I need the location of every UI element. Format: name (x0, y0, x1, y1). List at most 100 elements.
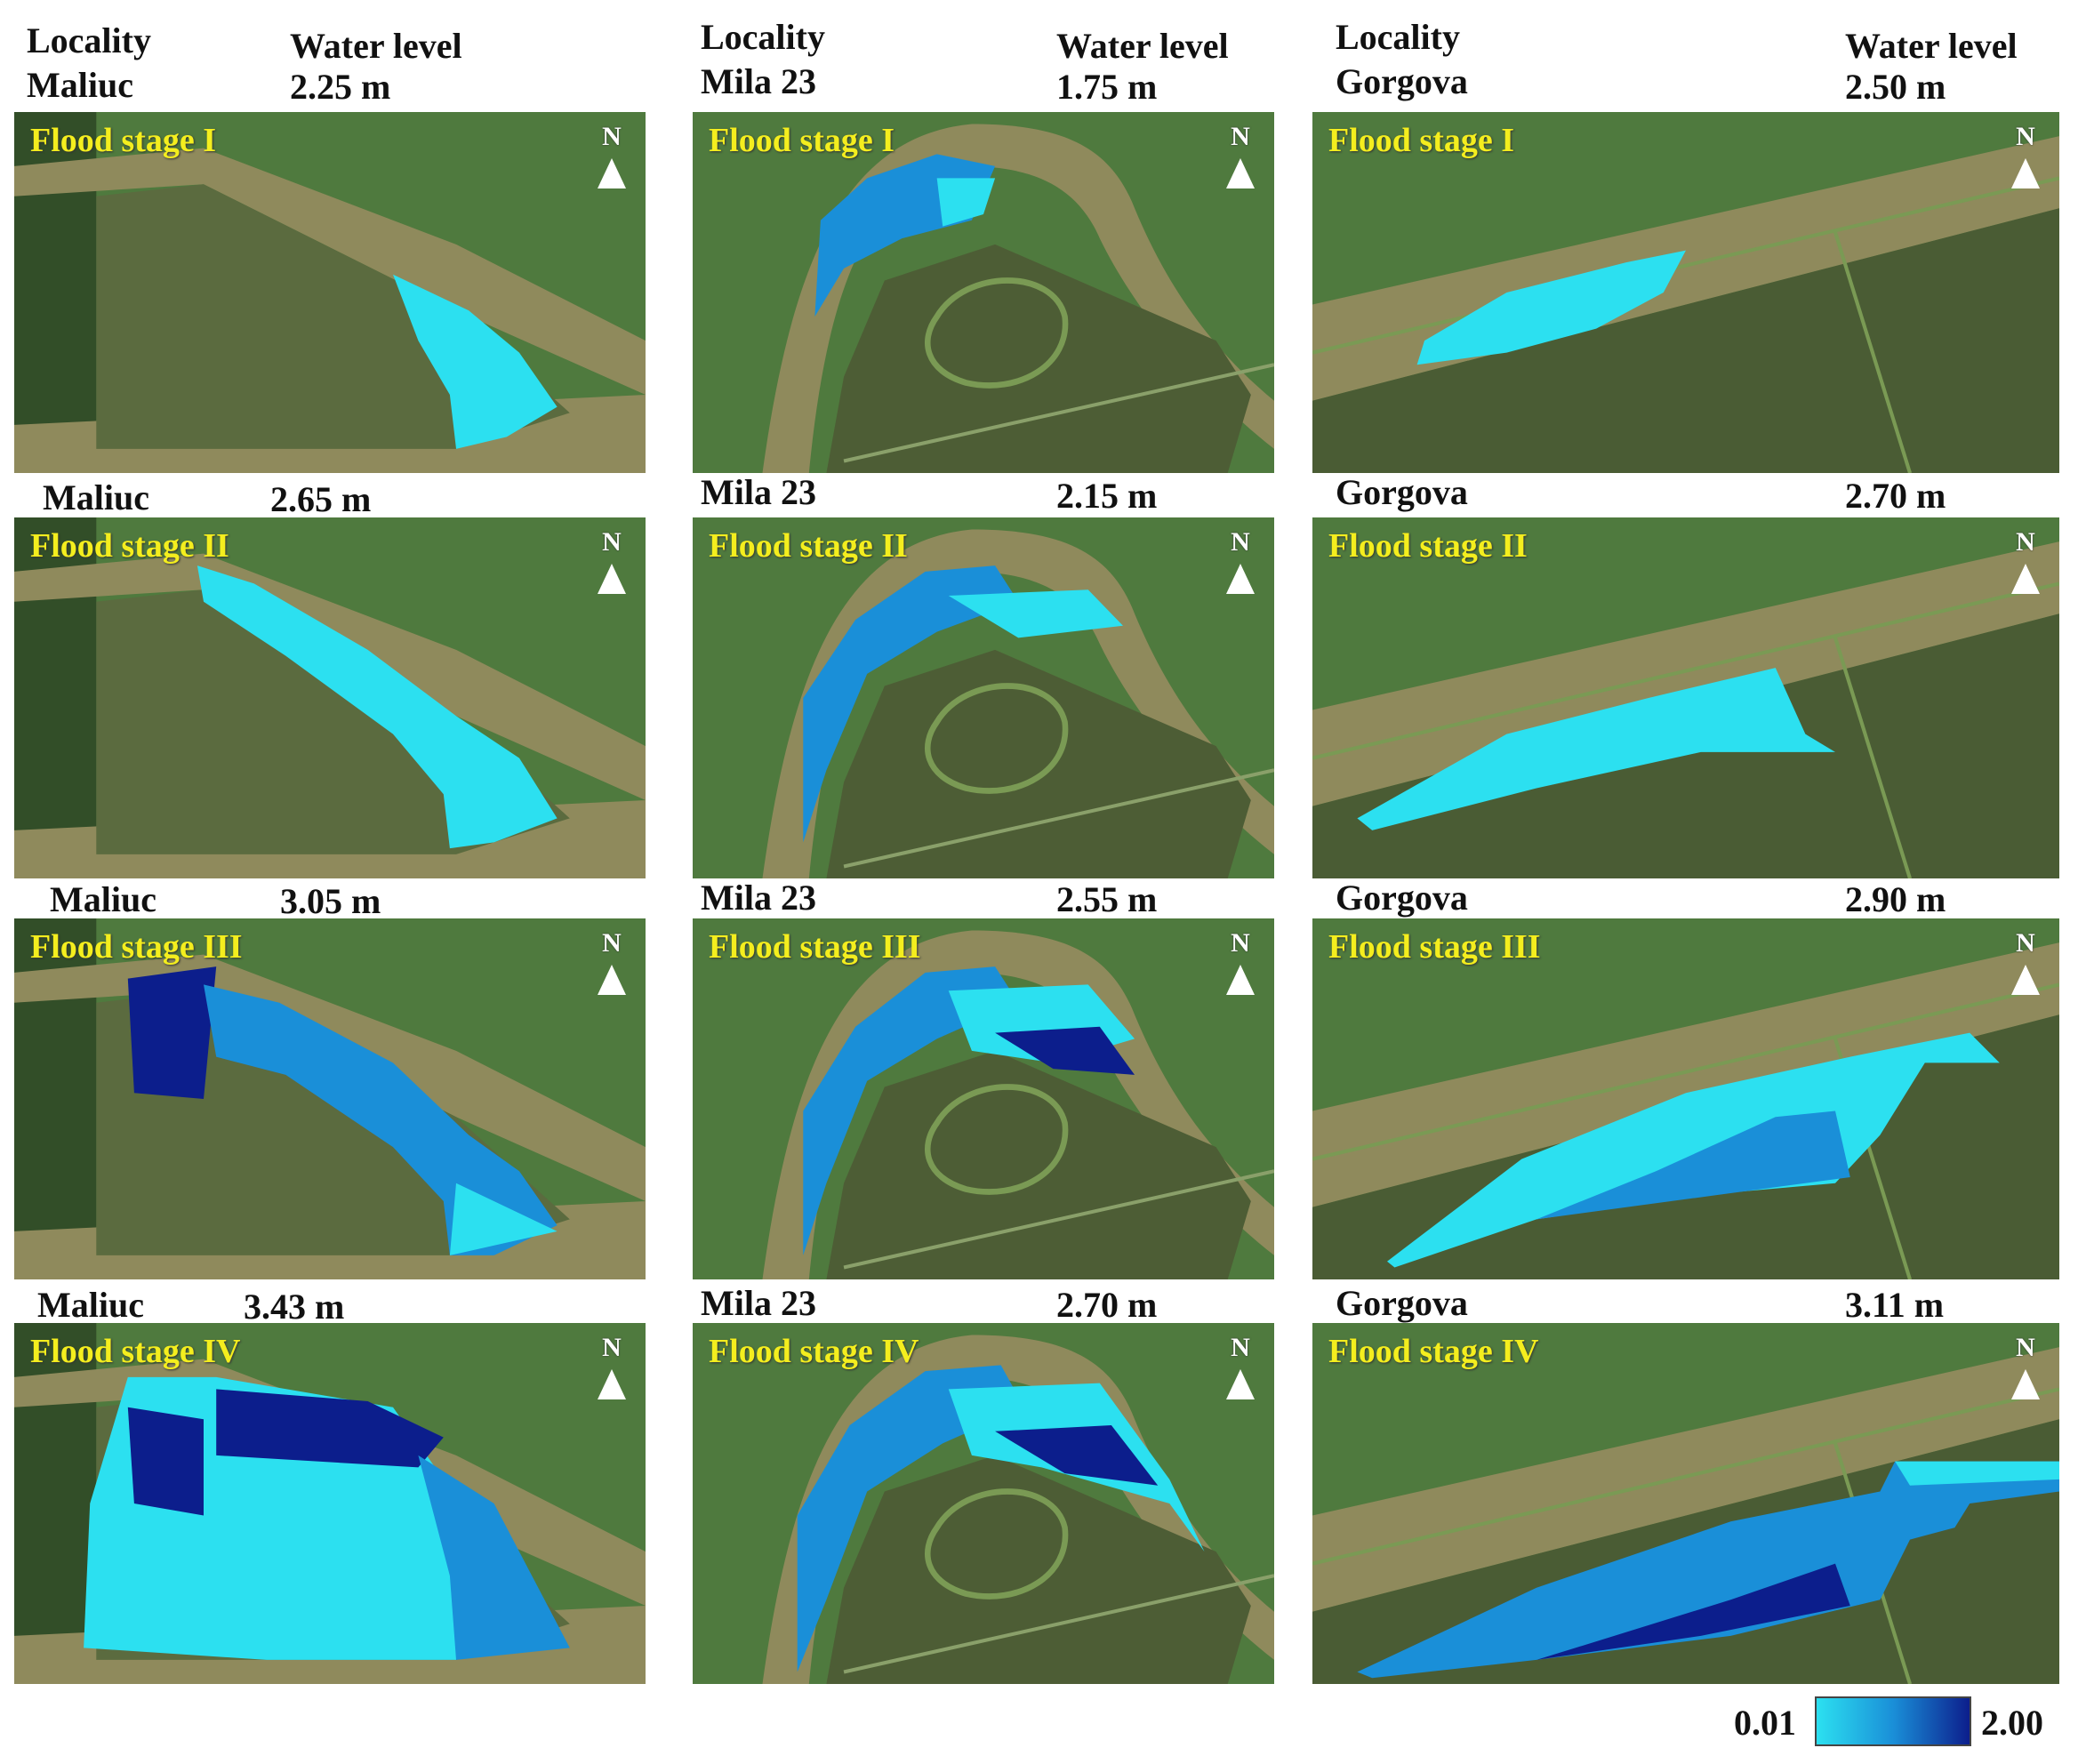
flood-extent (1536, 1111, 1850, 1220)
north-arrow-icon: N (2008, 929, 2043, 995)
satellite-map (14, 1323, 646, 1684)
north-label: N (1231, 1333, 1250, 1362)
satellite-map (693, 112, 1274, 473)
satellite-map (14, 112, 646, 473)
north-label: N (602, 928, 622, 958)
flood-extent (1387, 1032, 2000, 1268)
map-panel-mila-stage-1: Flood stage I N (693, 112, 1274, 473)
north-arrow-icon: N (1223, 929, 1258, 995)
north-label: N (602, 527, 622, 557)
water-heading-mila23: Water level (1056, 26, 1229, 66)
water-level-maliuc-1: 2.25 m (290, 67, 391, 107)
flood-extent (1536, 1563, 1850, 1660)
locality-name-gorgova-4: Gorgova (1336, 1283, 1468, 1323)
north-label: N (2016, 527, 2035, 557)
north-label: N (1231, 527, 1250, 557)
satellite-map (1312, 112, 2059, 473)
water-level-maliuc-2: 2.65 m (270, 479, 372, 519)
satellite-map (693, 1323, 1274, 1684)
flood-stage-label: Flood stage II (1328, 527, 1528, 565)
map-panel-maliuc-stage-3: Flood stage III N (14, 918, 646, 1279)
flood-extent (995, 1425, 1159, 1486)
water-heading-maliuc: Water level (290, 26, 462, 66)
north-arrow-icon: N (2008, 1334, 2043, 1399)
flood-extent (803, 565, 1019, 843)
locality-name-maliuc-4: Maliuc (37, 1285, 144, 1325)
satellite-map (14, 517, 646, 878)
locality-heading-mila23: Locality (701, 17, 825, 57)
north-arrow-icon: N (1223, 1334, 1258, 1399)
locality-heading-gorgova: Locality (1336, 17, 1460, 57)
north-label: N (1231, 122, 1250, 151)
north-triangle-icon (1226, 965, 1255, 995)
map-panel-maliuc-stage-4: Flood stage IV N (14, 1323, 646, 1684)
north-triangle-icon (2011, 564, 2040, 594)
map-panel-mila-stage-3: Flood stage III N (693, 918, 1274, 1279)
water-level-maliuc-4: 3.43 m (244, 1287, 345, 1327)
water-heading-gorgova: Water level (1845, 26, 2018, 66)
water-level-mila23-2: 2.15 m (1056, 476, 1158, 516)
flood-stage-label: Flood stage I (1328, 122, 1514, 159)
north-triangle-icon (598, 965, 626, 995)
locality-name-mila23-2: Mila 23 (701, 472, 816, 512)
legend-min-label: 0.01 (1734, 1703, 1796, 1743)
locality-name-gorgova-3: Gorgova (1336, 878, 1468, 918)
flood-stage-label: Flood stage IV (1328, 1333, 1539, 1370)
flood-extent (204, 984, 558, 1255)
north-arrow-icon: N (594, 528, 630, 594)
north-arrow-icon: N (594, 1334, 630, 1399)
flood-stage-label: Flood stage III (30, 928, 243, 966)
flood-stage-label: Flood stage III (709, 928, 921, 966)
flood-extent (1357, 1461, 2059, 1679)
flood-extent (936, 178, 996, 227)
north-arrow-icon: N (594, 929, 630, 995)
north-triangle-icon (2011, 158, 2040, 188)
map-panel-maliuc-stage-1: Flood stage I N (14, 112, 646, 473)
map-panel-gorgova-stage-3: Flood stage III N (1312, 918, 2059, 1279)
flood-extent (995, 1026, 1135, 1075)
satellite-map (693, 918, 1274, 1279)
satellite-map (1312, 918, 2059, 1279)
locality-name-maliuc-2: Maliuc (43, 477, 149, 517)
satellite-map (1312, 517, 2059, 878)
water-level-gorgova-2: 2.70 m (1845, 476, 1946, 516)
north-label: N (2016, 122, 2035, 151)
flood-extent (1416, 250, 1686, 365)
flood-extent (127, 1407, 204, 1516)
flood-stage-label: Flood stage II (30, 527, 229, 565)
north-triangle-icon (2011, 1369, 2040, 1399)
north-triangle-icon (1226, 564, 1255, 594)
legend-max-label: 2.00 (1981, 1703, 2043, 1743)
north-arrow-icon: N (594, 123, 630, 188)
map-panel-gorgova-stage-1: Flood stage I N (1312, 112, 2059, 473)
flood-extent (197, 565, 558, 849)
map-panel-gorgova-stage-2: Flood stage II N (1312, 517, 2059, 878)
flood-extent (797, 1365, 1024, 1672)
map-panel-mila-stage-4: Flood stage IV N (693, 1323, 1274, 1684)
locality-name-maliuc-3: Maliuc (50, 879, 156, 919)
flood-extent (948, 589, 1123, 638)
north-label: N (2016, 1333, 2035, 1362)
flood-extent (1895, 1461, 2059, 1486)
flood-stage-label: Flood stage IV (709, 1333, 919, 1370)
flood-stage-label: Flood stage IV (30, 1333, 241, 1370)
flood-stage-label: Flood stage I (30, 122, 216, 159)
north-label: N (2016, 928, 2035, 958)
water-level-gorgova-1: 2.50 m (1845, 67, 1946, 107)
north-triangle-icon (598, 564, 626, 594)
water-level-gorgova-3: 2.90 m (1845, 879, 1946, 919)
north-triangle-icon (598, 1369, 626, 1399)
locality-name-maliuc-1: Maliuc (27, 65, 133, 105)
satellite-map (1312, 1323, 2059, 1684)
north-triangle-icon (598, 158, 626, 188)
locality-heading-maliuc: Locality (27, 20, 151, 60)
flood-extent (1357, 668, 1835, 830)
north-triangle-icon (2011, 965, 2040, 995)
flood-stage-label: Flood stage I (709, 122, 895, 159)
flood-extent (127, 966, 217, 1099)
north-arrow-icon: N (2008, 123, 2043, 188)
map-panel-mila-stage-2: Flood stage II N (693, 517, 1274, 878)
flood-extent (449, 1183, 558, 1255)
water-level-mila23-4: 2.70 m (1056, 1285, 1158, 1325)
flood-stage-label: Flood stage III (1328, 928, 1541, 966)
